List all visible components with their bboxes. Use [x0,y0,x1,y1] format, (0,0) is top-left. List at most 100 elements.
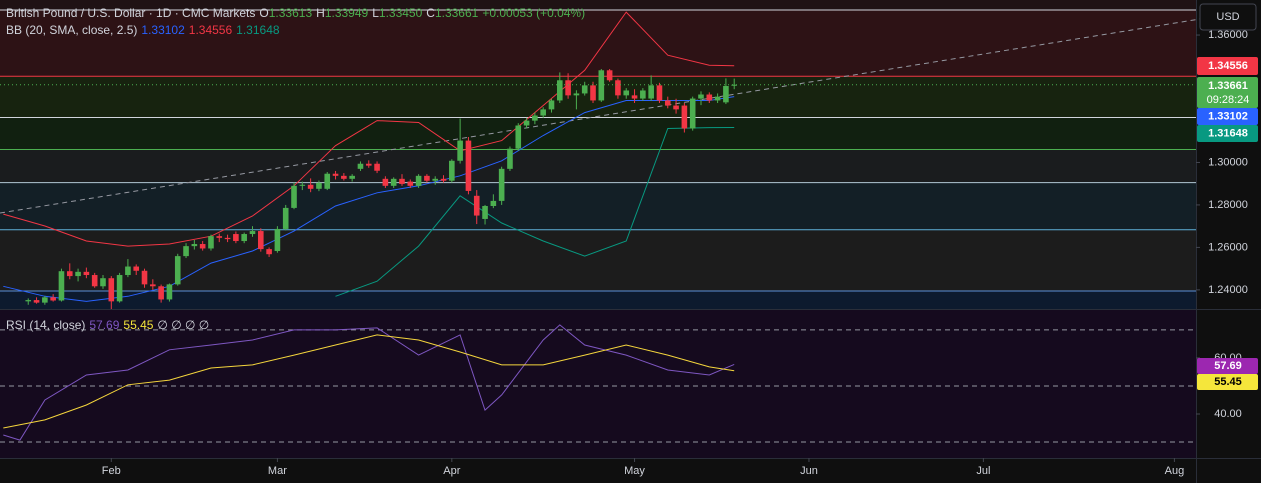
y-tick-label: 1.26000 [1208,241,1248,253]
x-tick-label: Jun [800,465,818,477]
candle-body [266,249,272,255]
bb-label: BB (20, SMA, close, 2.5) [6,23,138,37]
candle-body [83,271,90,276]
candle-body [457,140,463,161]
price-zone [0,149,1196,183]
bb-upper-price-box [1197,57,1258,75]
rsi-pane-bg [0,310,1196,458]
price-zone [0,9,1196,77]
candle-body [174,256,181,285]
ohlc-value: 1.33949 [324,6,369,20]
candle-body [282,207,289,229]
candle-body [133,266,140,271]
currency-button[interactable] [1199,3,1257,31]
candle-body [689,98,696,129]
candle-body [183,246,189,257]
bb-value: 1.31648 [236,23,280,37]
candle-body [25,300,32,302]
y-tick-label: 1.24000 [1208,284,1248,296]
ohlc-value: 1.33450 [378,6,423,20]
candle-body [640,90,646,99]
price-change: +0.00053 (+0.04%) [482,6,586,20]
rsi-price-box [1197,374,1258,390]
bb-value: 1.33102 [141,23,185,37]
ohlc-key: O [259,6,269,20]
candle-body [731,84,738,86]
countdown-label: 09:28:24 [1207,94,1250,106]
candle-body [100,278,106,287]
y-tick-label: 1.30000 [1208,156,1248,168]
plot [0,11,1196,443]
candle-body [440,178,447,181]
symbol-title: British Pound / U.S. Dollar · 1D · CMC M… [6,6,256,20]
candle-body [116,275,123,302]
price-zone [0,229,1196,291]
rsi-price-label: 57.69 [1214,360,1242,372]
candle-body [415,175,422,186]
x-tick-label: Apr [443,465,460,477]
candle-body [723,86,729,103]
y-tick-label: 1.28000 [1208,199,1248,211]
zones [0,9,1196,309]
candle-body [33,300,40,303]
candle-body [224,237,231,240]
rsi-line [3,334,735,429]
last-price-label: 1.33661 [1208,80,1248,92]
candle-body [50,297,56,301]
candle-body [465,140,472,191]
currency-label: USD [1216,11,1239,23]
candle-body [141,270,148,285]
trend-line [0,18,1201,214]
rsi-price-box [1197,358,1258,374]
rsi-value: 57.69 [89,318,120,332]
candle-body [548,100,555,110]
candle-body [357,163,364,169]
candle-body [66,271,73,277]
candle-body [349,175,355,179]
candle-body [257,231,264,250]
price-zone [0,290,1196,309]
candle-body [42,297,48,303]
candle-body [581,85,588,94]
price-zone [0,76,1196,118]
candle-body [523,120,530,126]
price-zone [0,117,1196,150]
candle-body [365,163,372,166]
candle-body [274,228,281,252]
y-tick-label: 1.36000 [1208,29,1248,41]
x-tick-label: Aug [1165,465,1185,477]
candle-body [615,80,621,96]
candle-body [249,231,256,235]
candle-body [341,175,347,179]
candle-body [291,185,297,208]
candle-body [565,80,571,96]
rsi-price-label: 55.45 [1214,376,1242,388]
candle-body [216,236,223,238]
candle-body [108,278,115,302]
x-tick-label: Feb [102,465,121,477]
ohlc-key: L [372,6,379,20]
candle-body [424,175,430,181]
bb-lower-price-label: 1.31648 [1208,127,1248,139]
candle-body [432,178,439,181]
ohlc-value: 1.33613 [268,6,313,20]
rsi-extra: ∅ ∅ ∅ ∅ [157,318,210,332]
bb-header: BB (20, SMA, close, 2.5) 1.33102 1.34556 1.… [6,23,284,37]
candle-body [299,184,306,186]
candle-body [573,93,580,96]
ohlc-value: 1.33661 [434,6,479,20]
bb-lower-price-box [1197,125,1258,142]
candle-body [515,125,522,149]
candle-body [540,109,546,116]
candle-body [648,85,654,99]
ohlc-key: H [316,6,325,20]
candle-body [532,115,538,121]
candle-body [590,85,596,101]
candle-body [374,163,380,171]
candle-body [208,236,214,249]
candle-body [382,178,389,186]
candle-body [664,100,671,106]
bb-upper-price-label: 1.34556 [1208,60,1248,72]
symbol-header: British Pound / U.S. Dollar · 1D · CMC M… [6,6,589,20]
